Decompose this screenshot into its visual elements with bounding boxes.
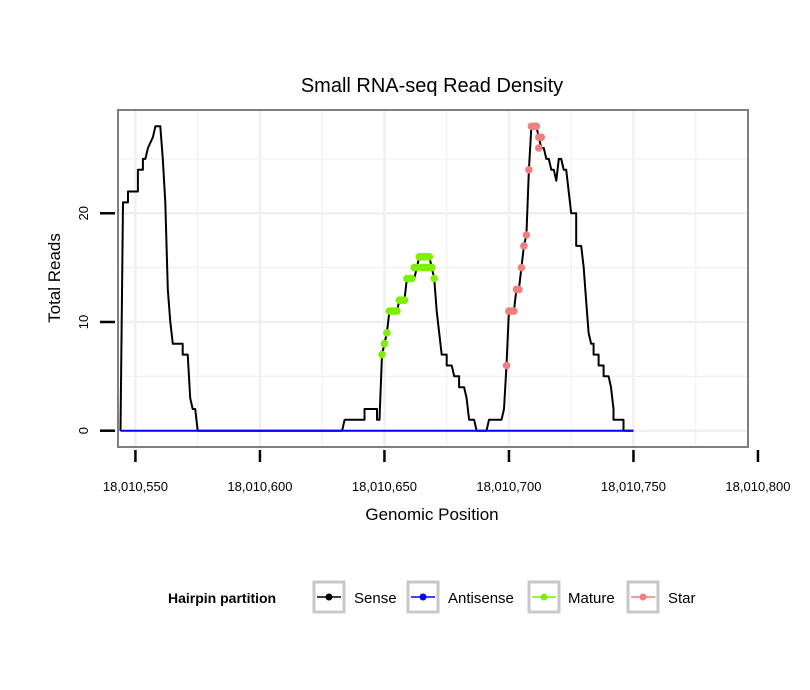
x-axis-title: Genomic Position: [365, 505, 498, 524]
y-axis: 0 10 20: [76, 206, 115, 434]
chart-title: Small RNA-seq Read Density: [301, 75, 563, 97]
legend-label-antisense: Antisense: [448, 590, 514, 607]
legend-label-mature: Mature: [568, 590, 615, 607]
x-tick-label: 18,010,600: [227, 479, 292, 494]
data-point-mature: [378, 350, 386, 359]
legend-item-star: Star: [626, 580, 696, 614]
legend-item-mature: Mature: [527, 580, 615, 614]
data-point-star: [502, 361, 511, 370]
data-point-mature: [380, 339, 389, 348]
data-point-star: [535, 144, 543, 152]
plot-panel: [117, 109, 749, 448]
x-tick-label: 18,010,800: [725, 479, 790, 494]
data-layer: [119, 122, 634, 432]
legend-key-point-sense: [325, 593, 333, 601]
legend-key-point-mature: [540, 593, 548, 601]
panel-border: [117, 109, 749, 448]
data-point-mature: [383, 329, 391, 337]
data-point-star: [537, 133, 546, 141]
legend-label-sense: Sense: [354, 590, 397, 607]
legend: Hairpin partition Sense Antisense Mature…: [168, 580, 696, 614]
y-axis-title: Total Reads: [45, 233, 64, 323]
data-point-star: [525, 166, 533, 174]
data-point-mature: [393, 307, 401, 315]
legend-title: Hairpin partition: [168, 590, 276, 606]
data-point-star: [510, 307, 518, 315]
y-tick-label: 10: [76, 315, 91, 329]
data-point-star: [520, 242, 528, 250]
data-point-star: [515, 285, 523, 294]
data-point-mature: [408, 274, 416, 283]
x-tick-label: 18,010,700: [476, 479, 541, 494]
series-line-sense: [119, 125, 634, 432]
data-point-mature: [425, 252, 434, 261]
data-point-star: [517, 263, 526, 272]
legend-key-point-star: [639, 593, 647, 601]
data-point-mature: [400, 296, 409, 305]
x-tick-label: 18,010,750: [601, 479, 666, 494]
data-point-mature: [430, 274, 439, 283]
legend-item-antisense: Antisense: [406, 580, 514, 614]
data-point-mature: [428, 263, 436, 272]
legend-label-star: Star: [668, 590, 696, 607]
legend-item-sense: Sense: [312, 580, 397, 614]
legend-key-point-antisense: [419, 593, 427, 601]
y-tick-label: 0: [76, 427, 91, 434]
x-axis: 18,010,550 18,010,600 18,010,650 18,010,700…: [103, 450, 790, 494]
data-point-star: [532, 122, 541, 131]
data-point-star: [522, 231, 531, 239]
x-tick-label: 18,010,650: [352, 479, 417, 494]
x-tick-label: 18,010,550: [103, 479, 168, 494]
y-tick-label: 20: [76, 206, 91, 220]
